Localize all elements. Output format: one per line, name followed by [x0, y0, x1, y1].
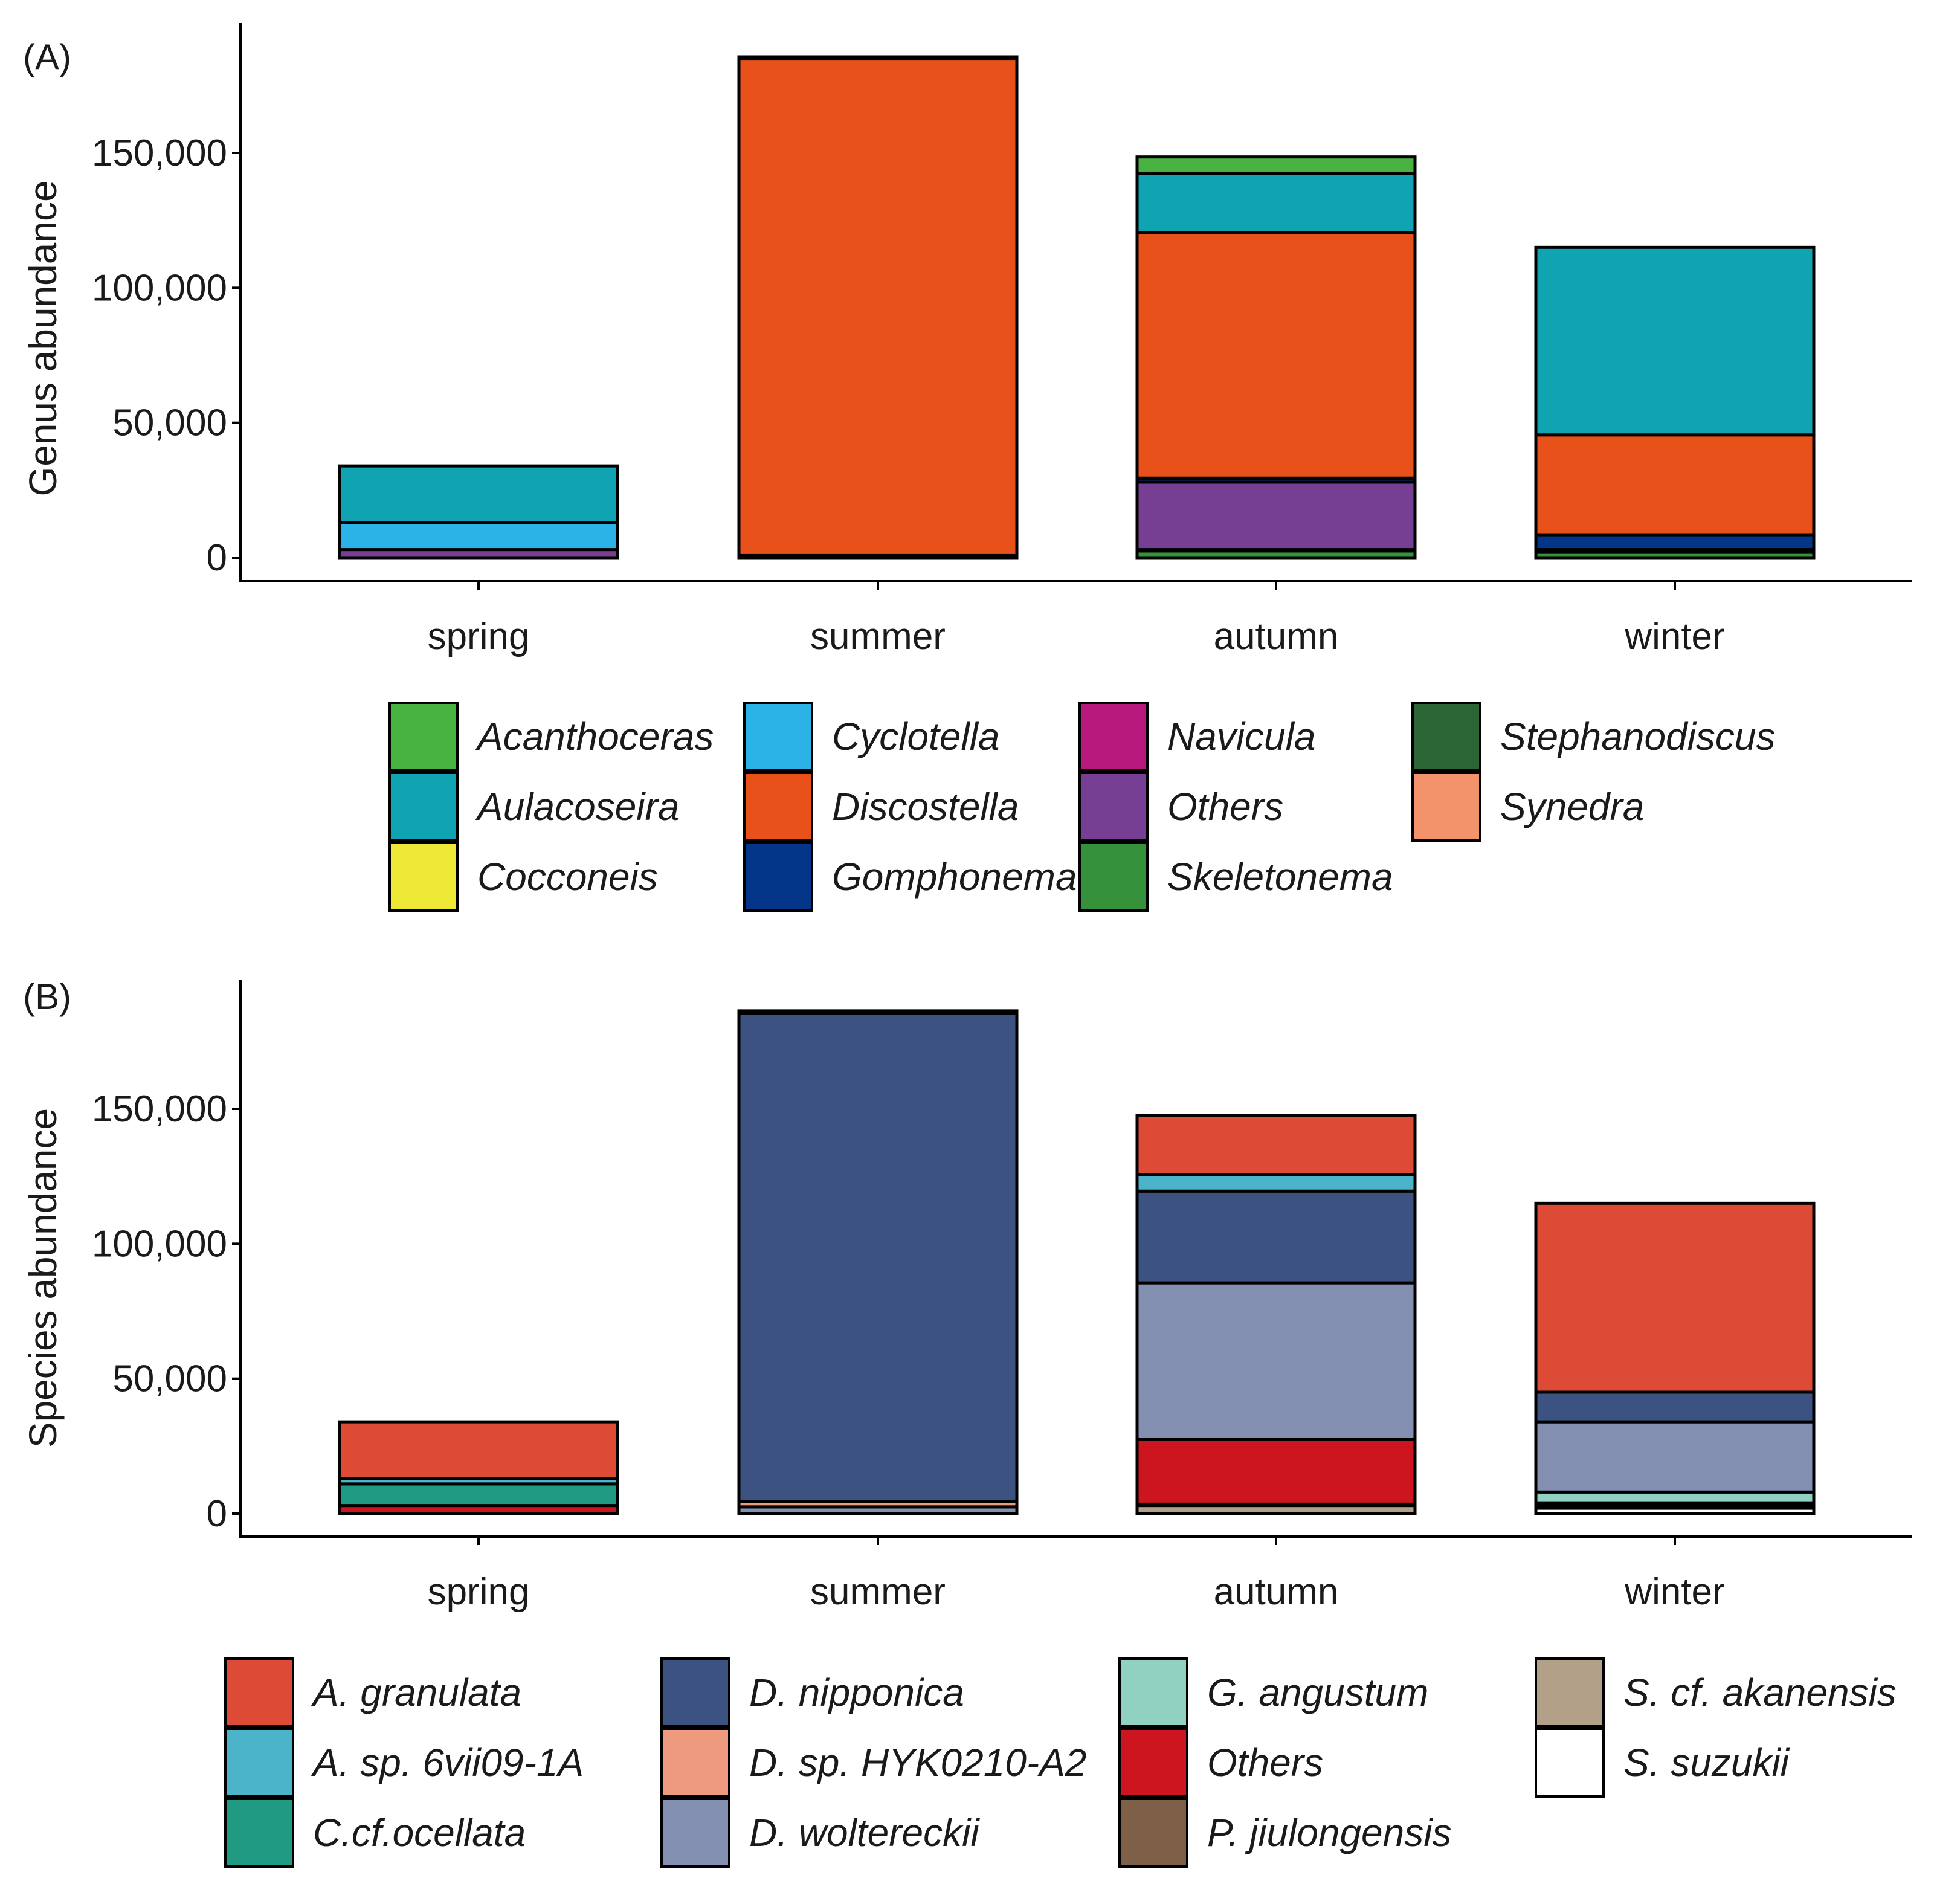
panel-b-label: (B)	[23, 976, 71, 1017]
panel-b-legend-key-a-granulata	[224, 1657, 294, 1728]
panel-b-bar-autumn-others	[1135, 1438, 1417, 1506]
panel-a-legend-key-skeletonema	[1078, 842, 1149, 912]
panel-a-legend-label-gomphonema: Gomphonema	[832, 855, 1077, 899]
panel-b-bar-summer-d-nipponica	[737, 1011, 1019, 1503]
panel-a-y-tick-label: 150,000	[92, 132, 227, 174]
panel-b-bar-summer-a-granulata	[737, 1009, 1019, 1015]
panel-b-legend-key-d-nipponica	[660, 1657, 730, 1728]
panel-a-legend-label-others: Others	[1167, 785, 1283, 828]
panel-b-axes: 0 50,000 100,000 150,000 spring summer autumn w…	[92, 980, 1912, 1613]
panel-a-legend-label-stephanodiscus: Stephanodiscus	[1500, 715, 1775, 758]
panel-b-y-tick-label: 150,000	[92, 1088, 227, 1130]
panel-b-legend-key-others	[1118, 1728, 1188, 1798]
panel-a-legend-key-synedra	[1411, 772, 1481, 842]
panel-a-y-tick-label: 100,000	[92, 267, 227, 309]
panel-a-legend-key-others	[1078, 772, 1149, 842]
panel-b-legend-label-a-granulata: A. granulata	[311, 1671, 521, 1714]
panel-b-x-tick-label-winter: winter	[1624, 1571, 1724, 1613]
panel-a-x-tick-label-summer: summer	[810, 616, 946, 657]
panel-b-legend-key-a-sp-6vii09-1a	[224, 1728, 294, 1798]
panel-b-bar-winter-a-granulata	[1534, 1201, 1816, 1394]
panel-b-bar-spring-a-granulata	[338, 1420, 619, 1480]
panel-a-x-tick-label-autumn: autumn	[1214, 616, 1339, 657]
panel-a-axes: 0 50,000 100,000 150,000 spring summer autumn w…	[92, 23, 1912, 657]
panel-a-legend-key-gomphonema	[743, 842, 813, 912]
panel-b-legend-label-others: Others	[1207, 1741, 1323, 1784]
panel-a-legend-key-stephanodiscus	[1411, 702, 1481, 772]
panel-a-x-tick-label-spring: spring	[428, 616, 530, 657]
panel-b-y-axis-title: Species abundance	[21, 1108, 65, 1448]
panel-b-x-tick-label-autumn: autumn	[1214, 1571, 1339, 1613]
panel-a-legend-key-acanthoceras	[388, 702, 459, 772]
panel-b-bar-autumn-a-granulata	[1135, 1114, 1417, 1176]
panel-b-legend-key-p-jiulongensis	[1118, 1798, 1188, 1868]
panel-b-bar-winter-g-angustum	[1534, 1490, 1816, 1505]
panel-b-bar-winter-d-nipponica	[1534, 1390, 1816, 1424]
panel-a-legend: Acanthoceras Aulacoseira Cocconeis Cyclotel…	[388, 702, 1775, 912]
panel-a-bar-autumn-others	[1135, 480, 1417, 552]
panel-b-legend-label-a-sp-6vii09-1a: A. sp. 6vii09-1A	[311, 1741, 584, 1784]
panel-a-bar-autumn-discostella	[1135, 231, 1417, 480]
panel-a-y-tick-label: 0	[207, 537, 227, 579]
panel-a-legend-label-cocconeis: Cocconeis	[477, 855, 658, 899]
panel-a-bar-winter-gomphonema	[1534, 533, 1816, 552]
panel-b-legend-label-s-cf-akanensis: S. cf. akanensis	[1623, 1671, 1897, 1714]
panel-b-bar-spring-c-cf-ocellata	[338, 1482, 619, 1508]
panel-b-legend-label-p-jiulongensis: P. jiulongensis	[1207, 1811, 1451, 1854]
panel-a-legend-label-acanthoceras: Acanthoceras	[475, 715, 714, 758]
panel-a-bar-spring-cyclotella	[338, 521, 619, 552]
panel-b-legend-key-d-sp-hyk0210-a2	[660, 1728, 730, 1798]
panel-a-bar-summer-acanthoceras	[737, 55, 1019, 61]
panel-a-y-axis-title: Genus abundance	[21, 180, 65, 496]
panel-b-legend-label-d-woltereckii: D. woltereckii	[749, 1811, 980, 1854]
panel-a-bar-autumn-aulacoseira	[1135, 172, 1417, 234]
panel-a-legend-label-aulacoseira: Aulacoseira	[475, 785, 679, 828]
panel-a-y-tick-label: 50,000	[112, 402, 227, 444]
panel-a-bar-spring-aulacoseira	[338, 464, 619, 524]
panel-a-legend-key-navicula	[1078, 702, 1149, 772]
panel-b: (B) Species abundance 0 50,000 100,000 150,…	[21, 976, 1912, 1868]
panel-a-x-tick-label-winter: winter	[1624, 616, 1724, 657]
panel-a-bar-summer-discostella	[737, 57, 1019, 557]
panel-b-legend-label-s-suzukii: S. suzukii	[1623, 1741, 1790, 1784]
panel-b-y-tick-label: 100,000	[92, 1223, 227, 1265]
panel-b-y-tick-label: 0	[207, 1493, 227, 1535]
panel-a-legend-key-discostella	[743, 772, 813, 842]
panel-a-legend-key-cocconeis	[388, 842, 459, 912]
panel-b-legend-key-d-woltereckii	[660, 1798, 730, 1868]
panel-b-bar-autumn-d-woltereckii	[1135, 1281, 1417, 1441]
panel-b-legend-key-c-cf-ocellata	[224, 1798, 294, 1868]
panel-a: (A) Genus abundance 0 50,000 100,000 150,00…	[21, 23, 1912, 912]
panel-a-bar-winter-aulacoseira	[1534, 245, 1816, 437]
panel-a-legend-label-synedra: Synedra	[1500, 785, 1644, 828]
panel-a-legend-key-aulacoseira	[388, 772, 459, 842]
panel-a-bar-winter-discostella	[1534, 433, 1816, 537]
panel-a-bar-autumn-acanthoceras	[1135, 155, 1417, 175]
panel-b-legend-label-c-cf-ocellata: C.cf.ocellata	[313, 1811, 526, 1854]
panel-b-legend-key-g-angustum	[1118, 1657, 1188, 1728]
panel-b-legend: A. granulata A. sp. 6vii09-1A C.cf.ocellat…	[224, 1657, 1897, 1868]
panel-a-legend-key-cyclotella	[743, 702, 813, 772]
panel-b-legend-label-d-nipponica: D. nipponica	[749, 1671, 964, 1714]
panel-a-legend-label-discostella: Discostella	[832, 785, 1019, 828]
panel-a-bars	[338, 55, 1816, 560]
panel-a-legend-label-navicula: Navicula	[1167, 715, 1315, 758]
panel-b-x-tick-label-summer: summer	[810, 1571, 946, 1613]
panel-b-bar-autumn-d-nipponica	[1135, 1189, 1417, 1285]
panel-b-legend-label-g-angustum: G. angustum	[1207, 1671, 1428, 1714]
panel-a-label: (A)	[23, 37, 71, 77]
panel-a-legend-label-cyclotella: Cyclotella	[832, 715, 999, 758]
panel-b-bar-autumn-a-sp-6vii09-1a	[1135, 1173, 1417, 1193]
panel-b-legend-label-d-sp-hyk0210-a2: D. sp. HYK0210-A2	[749, 1741, 1087, 1784]
panel-b-bars	[338, 1009, 1816, 1515]
panel-b-legend-key-s-suzukii	[1535, 1728, 1605, 1798]
panel-b-y-tick-label: 50,000	[112, 1358, 227, 1400]
panel-b-bar-winter-d-woltereckii	[1534, 1420, 1816, 1494]
panel-b-legend-key-s-cf-akanensis	[1535, 1657, 1605, 1728]
panel-b-x-tick-label-spring: spring	[428, 1571, 530, 1613]
panel-a-legend-label-skeletonema: Skeletonema	[1167, 855, 1393, 899]
